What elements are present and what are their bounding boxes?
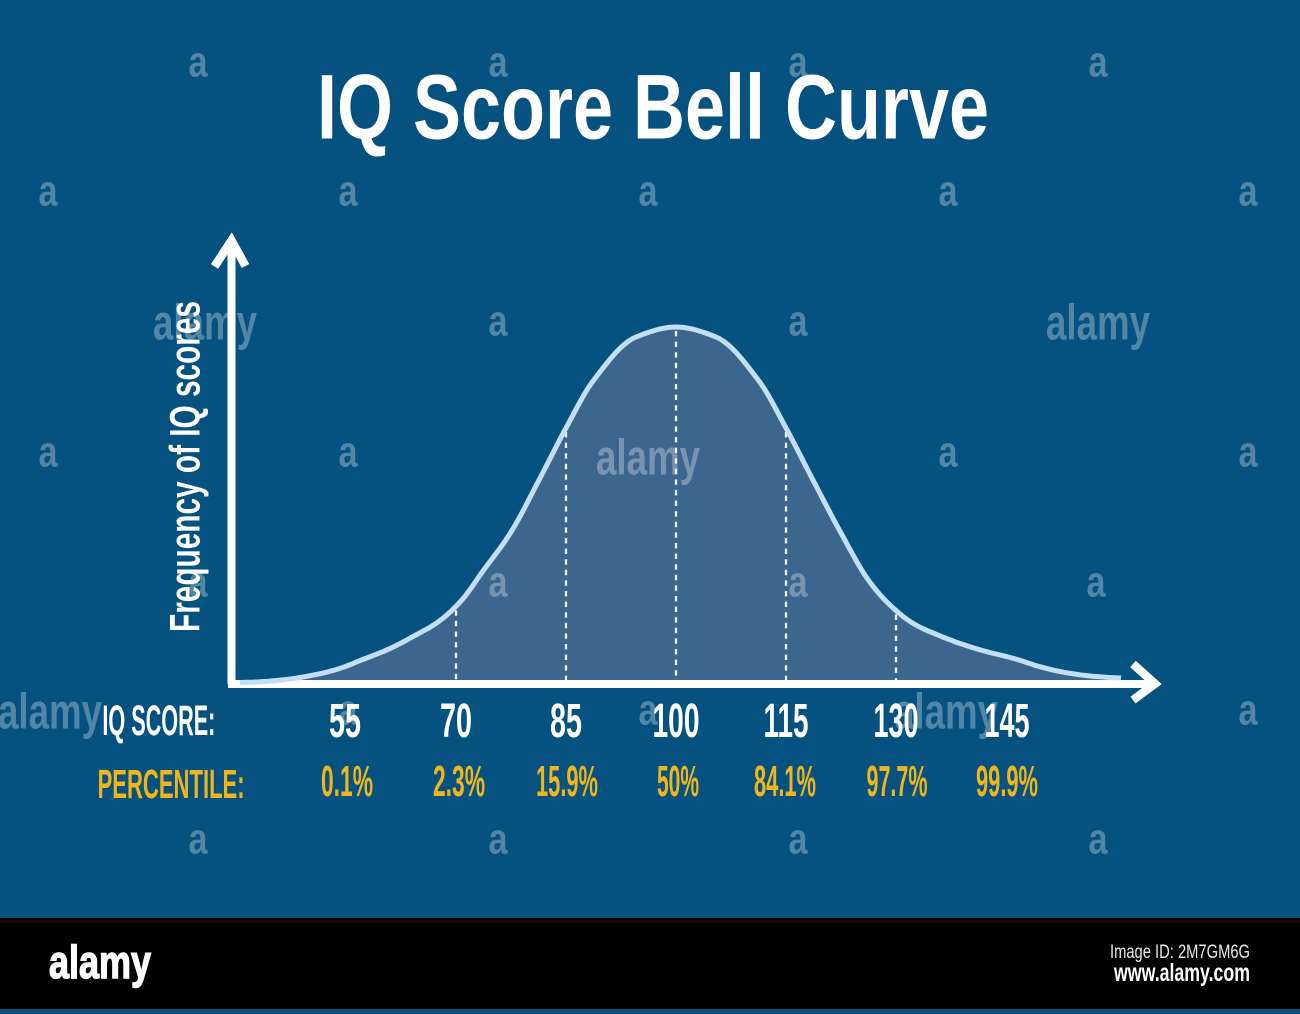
svg-text:a: a (189, 815, 208, 864)
svg-text:a: a (489, 297, 508, 346)
svg-text:115: 115 (764, 695, 809, 748)
svg-text:84.1%: 84.1% (754, 757, 816, 806)
svg-text:2.3%: 2.3% (433, 757, 485, 806)
svg-text:alamy: alamy (1046, 295, 1150, 351)
svg-text:a: a (39, 428, 58, 477)
svg-text:a: a (339, 428, 358, 477)
svg-text:a: a (789, 297, 808, 346)
svg-text:99.9%: 99.9% (976, 757, 1038, 806)
svg-text:alamy: alamy (0, 684, 102, 740)
svg-text:15.9%: 15.9% (536, 757, 598, 806)
svg-text:a: a (1239, 428, 1258, 477)
svg-text:0.1%: 0.1% (321, 757, 373, 806)
svg-text:50%: 50% (657, 757, 699, 806)
svg-text:a: a (39, 167, 58, 216)
svg-text:a: a (1239, 686, 1258, 735)
svg-text:PERCENTILE:: PERCENTILE: (98, 761, 245, 807)
svg-text:a: a (789, 38, 808, 87)
svg-text:alamy: alamy (894, 684, 998, 740)
svg-text:a: a (1089, 38, 1108, 87)
svg-text:a: a (639, 686, 658, 735)
svg-text:alamy: alamy (153, 295, 257, 351)
svg-text:a: a (939, 428, 958, 477)
svg-text:a: a (339, 167, 358, 216)
svg-text:a: a (189, 558, 208, 607)
svg-text:Frequency of IQ scores: Frequency of IQ scores (162, 301, 210, 632)
svg-text:a: a (1239, 167, 1258, 216)
svg-text:a: a (489, 558, 508, 607)
svg-text:a: a (1089, 815, 1108, 864)
svg-text:a: a (189, 38, 208, 87)
svg-text:www.alamy.com: www.alamy.com (1113, 959, 1250, 987)
svg-text:a: a (1087, 558, 1106, 607)
svg-text:a: a (489, 815, 508, 864)
svg-text:a: a (489, 38, 508, 87)
svg-text:IQ Score Bell Curve: IQ Score Bell Curve (317, 57, 989, 159)
svg-text:55: 55 (329, 695, 361, 748)
svg-text:alamy: alamy (49, 936, 151, 988)
svg-text:70: 70 (440, 695, 472, 748)
svg-text:97.7%: 97.7% (867, 757, 928, 806)
svg-text:Image ID: 2M7GM6G: Image ID: 2M7GM6G (1110, 942, 1250, 963)
svg-text:85: 85 (550, 695, 582, 748)
svg-text:100: 100 (653, 695, 700, 748)
svg-text:a: a (339, 686, 358, 735)
svg-text:a: a (789, 558, 808, 607)
svg-text:a: a (639, 167, 658, 216)
svg-text:a: a (789, 815, 808, 864)
svg-text:130: 130 (874, 695, 919, 748)
svg-text:IQ SCORE:: IQ SCORE: (102, 698, 215, 745)
svg-text:145: 145 (985, 695, 1030, 748)
svg-text:a: a (939, 167, 958, 216)
svg-text:alamy: alamy (596, 430, 700, 486)
